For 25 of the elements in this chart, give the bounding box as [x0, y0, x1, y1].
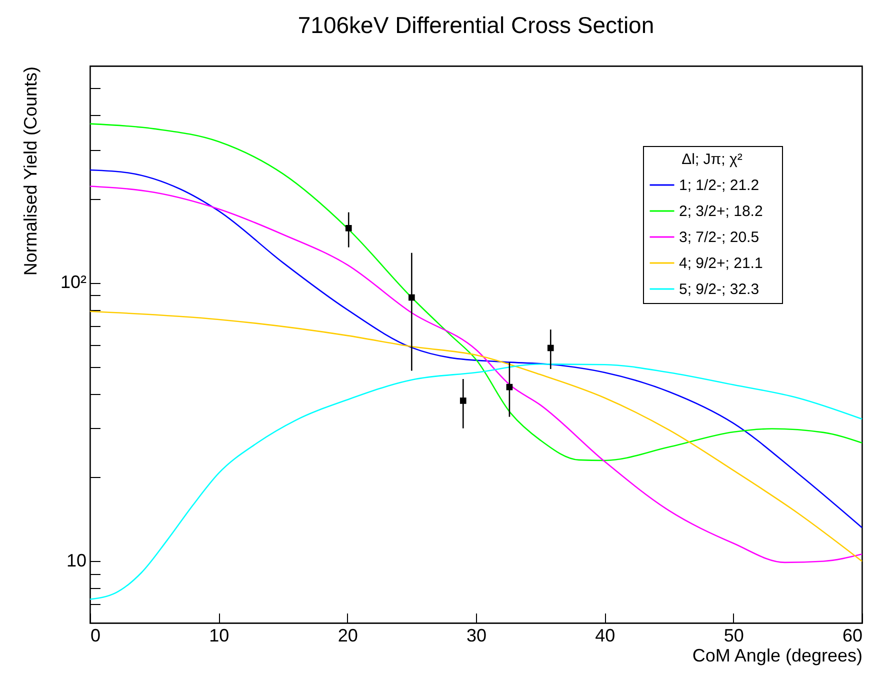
- line-series: [89, 364, 863, 600]
- y-axis-title: Normalised Yield (Counts): [20, 66, 40, 276]
- legend-label: 1; 1/2-; 21.2: [679, 177, 760, 194]
- y-tick-label: 10²: [60, 272, 87, 292]
- x-tick-label: 30: [466, 626, 487, 646]
- x-axis-title: CoM Angle (degrees): [692, 646, 862, 666]
- x-tick-label: 20: [338, 626, 358, 646]
- x-tick-label: 10: [209, 626, 230, 646]
- legend-label: 3; 7/2-; 20.5: [679, 229, 760, 246]
- x-tick-label: 40: [595, 626, 616, 646]
- line-series: [89, 310, 863, 562]
- point: [547, 344, 554, 352]
- point: [506, 384, 513, 390]
- line-series: [89, 123, 863, 462]
- point: [460, 398, 466, 404]
- chart-title: 7106keV Differential Cross Section: [298, 12, 654, 38]
- legend-label: 4; 9/2+; 21.1: [679, 255, 763, 272]
- legend-label: 2; 3/2+; 18.2: [679, 203, 763, 220]
- point: [408, 294, 415, 301]
- legend-title: Δl; Jπ; χ²: [682, 151, 742, 168]
- x-tick-label: 0: [90, 626, 101, 646]
- legend-label: 5; 9/2-; 32.3: [679, 281, 760, 298]
- x-tick-label: 60: [842, 626, 862, 646]
- point: [345, 224, 352, 232]
- x-tick-label: 50: [724, 626, 744, 646]
